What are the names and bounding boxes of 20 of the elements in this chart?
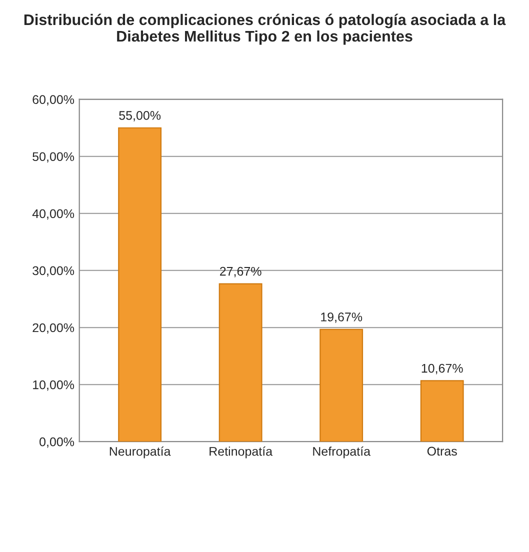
data-label: 19,67% xyxy=(321,312,362,323)
x-tick-label: Neuropatía xyxy=(110,446,171,458)
y-tick-label: 0,00% xyxy=(40,437,74,448)
bar xyxy=(320,328,364,442)
y-tick-label: 50,00% xyxy=(32,152,74,163)
y-tick-label: 40,00% xyxy=(32,209,74,220)
x-tick-label: Otras xyxy=(427,446,457,456)
y-tick-label: 60,00% xyxy=(32,95,74,106)
y-tick-label: 20,00% xyxy=(32,323,74,334)
bar xyxy=(218,283,262,442)
chart-title: Distribución de complicaciones crónicas ó patología asociada a la Diabetes Mellitus Tipo 2 en los pacientes xyxy=(24,14,506,45)
data-label: 10,67% xyxy=(422,364,463,374)
data-label: 55,00% xyxy=(119,111,161,122)
y-tick-label: 30,00% xyxy=(32,266,74,277)
x-tick-label: Nefropatía xyxy=(313,446,371,458)
x-tick-label: Retinopatía xyxy=(210,446,273,458)
bar xyxy=(420,380,464,442)
bar xyxy=(118,127,162,442)
y-tick-label: 10,00% xyxy=(33,380,74,391)
data-label: 27,67% xyxy=(220,266,262,278)
